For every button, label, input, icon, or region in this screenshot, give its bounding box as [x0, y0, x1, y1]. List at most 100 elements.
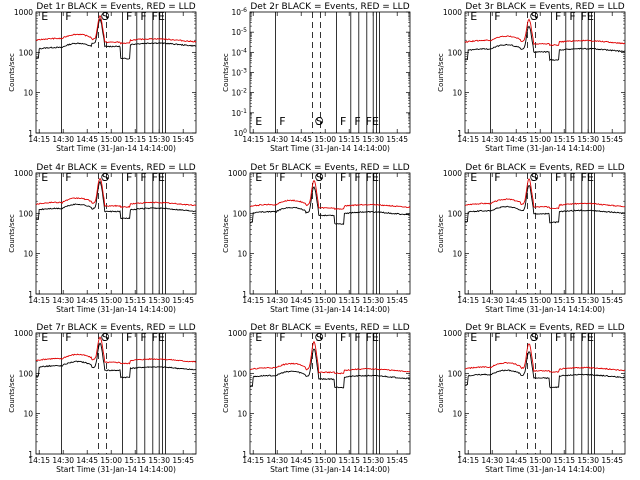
y-axis-label: Counts/sec — [437, 53, 445, 92]
event-marker: F — [279, 171, 285, 184]
event-marker: E — [587, 10, 594, 23]
event-marker: F — [494, 331, 500, 344]
series-line-lld — [464, 178, 626, 210]
y-tick-label: 1000 — [228, 329, 247, 338]
x-tick-label: 14:15 — [242, 296, 264, 305]
chart-panel-6: Det 6r BLACK = Events, RED = LLD 1 10 100 10… — [437, 163, 626, 314]
y-tick-label: 1 — [242, 450, 247, 459]
y-tick-label: 1 — [242, 290, 247, 299]
saa-marker-icon — [315, 333, 324, 341]
event-marker: E — [372, 171, 379, 184]
event-marker: F — [279, 331, 285, 344]
saa-marker-icon — [530, 173, 539, 181]
x-tick-label: 14:30 — [52, 135, 74, 144]
series-line-lld — [36, 336, 197, 365]
event-marker: F — [569, 171, 575, 184]
x-tick-label: 15:45 — [172, 135, 194, 144]
x-tick-label: 14:45 — [76, 135, 98, 144]
x-tick-label: 15:45 — [386, 135, 408, 144]
saa-marker-icon — [315, 173, 324, 181]
x-tick-label: 15:00 — [314, 296, 336, 305]
x-tick-label: 15:00 — [314, 135, 336, 144]
y-tick-label: 1 — [457, 290, 462, 299]
event-marker: S — [316, 171, 323, 184]
series-line-lld — [464, 18, 626, 47]
x-tick-label: 14:15 — [457, 296, 479, 305]
x-tick-label: 14:45 — [505, 135, 527, 144]
event-marker: F — [555, 171, 561, 184]
event-marker: F — [152, 331, 158, 344]
event-marker: F — [354, 171, 360, 184]
x-tick-label: 15:30 — [577, 296, 599, 305]
event-marker: E — [41, 10, 48, 23]
y-tick-label: 100 — [233, 209, 248, 218]
event-marker: F — [126, 10, 132, 23]
x-axis-label: Start Time (31-Jan-14 14:14:00) — [270, 305, 390, 314]
x-tick-label: 15:00 — [100, 296, 122, 305]
plot-frame — [35, 332, 197, 455]
event-marker: F — [126, 171, 132, 184]
x-axis-label: Start Time (31-Jan-14 14:14:00) — [485, 305, 605, 314]
event-marker: F — [581, 171, 587, 184]
y-tick-label: 10-2 — [231, 88, 247, 98]
event-marker: F — [354, 115, 360, 128]
event-marker: F — [366, 115, 372, 128]
chart-panel-5: Det 5r BLACK = Events, RED = LLD 1 10 100 10… — [222, 163, 411, 314]
event-marker: E — [470, 171, 477, 184]
x-tick-label: 14:30 — [52, 296, 74, 305]
y-axis-label: Counts/sec — [8, 214, 16, 253]
x-tick-label: 15:30 — [148, 135, 170, 144]
series-line-events — [464, 351, 626, 389]
y-tick-label: 1000 — [443, 169, 462, 178]
event-marker: E — [158, 10, 165, 23]
x-tick-label: 14:30 — [481, 296, 503, 305]
event-marker: S — [316, 115, 323, 128]
x-tick-label: 15:00 — [314, 456, 336, 465]
series-line-events — [464, 25, 626, 62]
saa-marker-icon — [101, 333, 110, 341]
event-marker: S — [531, 331, 538, 344]
event-marker: F — [140, 10, 146, 23]
x-tick-label: 14:45 — [290, 135, 312, 144]
y-tick-label: 1000 — [14, 8, 33, 17]
series-line-events — [249, 348, 411, 389]
y-tick-label: 10 — [452, 410, 462, 419]
y-tick-label: 10-1 — [231, 108, 247, 118]
x-tick-label: 15:45 — [172, 456, 194, 465]
x-tick-label: 14:30 — [481, 135, 503, 144]
x-tick-label: 15:15 — [553, 296, 575, 305]
y-tick-label: 10 — [23, 89, 33, 98]
event-marker: S — [316, 331, 323, 344]
panel-title: Det 1r BLACK = Events, RED = LLD — [36, 2, 195, 12]
y-tick-label: 100 — [234, 128, 248, 138]
y-tick-label: 1000 — [14, 169, 33, 178]
series-line-lld — [249, 340, 410, 375]
plot-frame — [249, 172, 411, 295]
x-tick-label: 15:45 — [172, 296, 194, 305]
panel-title: Det 5r BLACK = Events, RED = LLD — [250, 163, 409, 173]
x-tick-label: 14:15 — [457, 135, 479, 144]
x-tick-label: 14:30 — [481, 456, 503, 465]
event-marker: F — [569, 331, 575, 344]
x-tick-label: 15:45 — [601, 456, 623, 465]
y-axis-label: Counts/sec — [437, 374, 445, 413]
plot-frame — [35, 172, 197, 295]
y-tick-label: 100 — [19, 48, 34, 57]
event-marker: E — [41, 331, 48, 344]
chart-panel-2: Det 2r BLACK = Events, RED = LLD 100 10-1 1… — [222, 2, 411, 153]
x-tick-label: 15:15 — [553, 456, 575, 465]
x-tick-label: 14:30 — [266, 135, 288, 144]
y-tick-label: 1 — [28, 450, 33, 459]
x-tick-label: 14:15 — [457, 456, 479, 465]
event-marker: F — [581, 10, 587, 23]
y-tick-label: 10 — [23, 250, 33, 259]
y-tick-label: 1 — [28, 290, 33, 299]
event-marker: E — [255, 331, 262, 344]
x-axis-label: Start Time (31-Jan-14 14:14:00) — [485, 465, 605, 474]
x-tick-label: 14:15 — [28, 135, 50, 144]
x-tick-label: 14:45 — [76, 296, 98, 305]
plot-frame — [464, 172, 626, 295]
x-tick-label: 15:15 — [124, 296, 146, 305]
x-tick-label: 15:30 — [362, 296, 384, 305]
